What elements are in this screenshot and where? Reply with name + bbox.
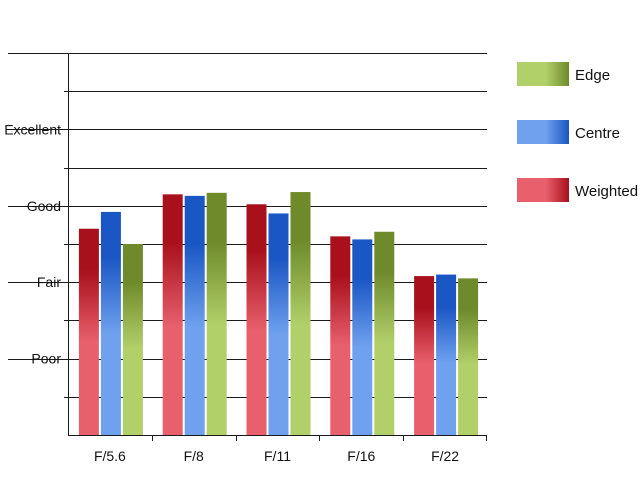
x-tick-labels: F/5.6 F/8 F/11 F/16 F/22 [94, 448, 459, 464]
legend-swatch-weighted [517, 178, 569, 202]
legend: Edge Centre Weighted [517, 62, 638, 202]
bar-weighted-f11 [246, 204, 267, 435]
axes [68, 53, 487, 441]
bar-edge-f11 [290, 192, 311, 435]
x-tick-label: F/16 [347, 448, 375, 464]
bar-centre-f56 [100, 211, 121, 435]
legend-swatch-centre [517, 120, 569, 144]
bar-centre-f16 [352, 239, 373, 435]
bars [78, 192, 479, 435]
legend-label-weighted: Weighted [575, 183, 638, 200]
x-tick-label: F/22 [431, 448, 459, 464]
legend-label-centre: Centre [575, 125, 620, 142]
bar-centre-f22 [436, 274, 457, 435]
bar-edge-f22 [458, 278, 479, 435]
bar-edge-f8 [206, 192, 227, 435]
x-tick-label: F/8 [184, 448, 204, 464]
y-tick-label: Good [27, 198, 61, 214]
bar-weighted-f56 [78, 228, 99, 435]
bar-centre-f11 [268, 213, 289, 435]
bar-centre-f8 [184, 195, 205, 435]
y-tick-label: Excellent [4, 121, 61, 137]
bar-weighted-f22 [414, 276, 435, 435]
y-tick-label: Poor [31, 351, 61, 367]
legend-swatch-edge [517, 62, 569, 86]
y-tick-label: Fair [37, 274, 61, 290]
x-tick-label: F/5.6 [94, 448, 126, 464]
x-tick-label: F/11 [264, 448, 291, 464]
legend-label-edge: Edge [575, 67, 610, 84]
bar-weighted-f16 [330, 236, 351, 435]
bar-edge-f56 [122, 244, 143, 435]
bar-weighted-f8 [162, 194, 183, 435]
bar-edge-f16 [374, 231, 395, 435]
y-tick-labels: Poor Fair Good Excellent [4, 121, 61, 366]
